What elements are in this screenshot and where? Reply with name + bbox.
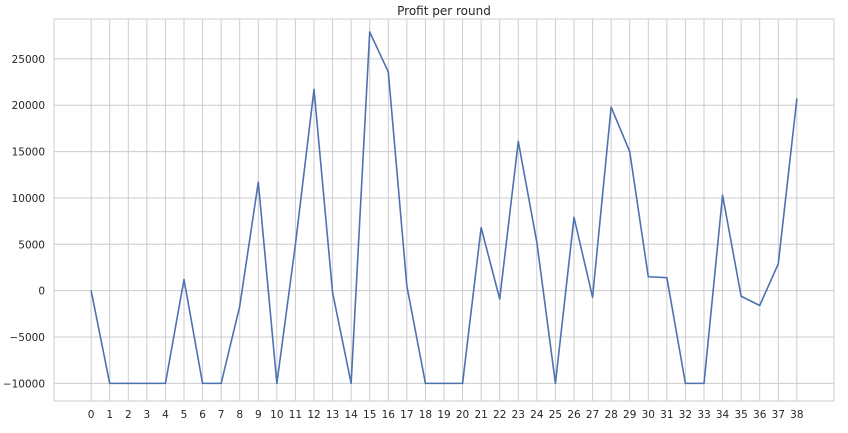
x-tick-label: 1 bbox=[106, 409, 113, 421]
data-point bbox=[109, 382, 111, 384]
x-tick-label: 38 bbox=[790, 409, 803, 421]
x-tick-label: 10 bbox=[270, 409, 283, 421]
x-tick-label: 16 bbox=[382, 409, 396, 421]
y-tick-label: 10000 bbox=[12, 193, 45, 205]
x-tick-label: 30 bbox=[642, 409, 655, 421]
data-point bbox=[740, 295, 742, 297]
data-point bbox=[406, 285, 408, 287]
data-point bbox=[257, 181, 259, 183]
y-tick-label: −10000 bbox=[3, 378, 45, 390]
data-point bbox=[461, 382, 464, 384]
x-tick-label: 37 bbox=[772, 409, 785, 421]
x-tick-label: 26 bbox=[567, 409, 581, 421]
data-point bbox=[276, 382, 278, 384]
data-point bbox=[517, 140, 519, 142]
y-tick-label: 25000 bbox=[12, 54, 45, 66]
x-tick-label: 21 bbox=[474, 409, 487, 421]
data-point bbox=[313, 88, 315, 91]
data-point bbox=[499, 298, 501, 300]
data-point bbox=[350, 382, 352, 384]
x-tick-label: 23 bbox=[512, 409, 525, 421]
x-tick-label: 7 bbox=[218, 409, 225, 421]
data-point bbox=[703, 382, 705, 384]
data-point bbox=[294, 243, 297, 245]
data-point bbox=[721, 194, 724, 196]
data-point bbox=[666, 277, 668, 279]
x-tick-label: 29 bbox=[623, 409, 636, 421]
x-tick-label: 31 bbox=[660, 409, 673, 421]
x-tick-label: 22 bbox=[493, 409, 506, 421]
x-tick-label: 9 bbox=[255, 409, 262, 421]
data-point bbox=[387, 71, 389, 73]
x-tick-label: 5 bbox=[181, 409, 188, 421]
data-point bbox=[183, 278, 185, 281]
data-point bbox=[239, 305, 241, 308]
x-tick-label: 20 bbox=[456, 409, 469, 421]
x-tick-label: 3 bbox=[144, 409, 151, 421]
x-tick-label: 11 bbox=[289, 409, 302, 421]
x-tick-label: 25 bbox=[549, 409, 562, 421]
data-point bbox=[146, 382, 148, 384]
x-tick-label: 14 bbox=[344, 409, 358, 421]
x-tick-label: 6 bbox=[199, 409, 206, 421]
x-tick-label: 17 bbox=[400, 409, 413, 421]
data-point bbox=[164, 382, 167, 384]
chart-title: Profit per round bbox=[397, 4, 491, 18]
x-tick-label: 2 bbox=[125, 409, 132, 421]
data-point bbox=[796, 98, 798, 100]
y-tick-label: 20000 bbox=[12, 100, 45, 112]
data-point bbox=[629, 150, 631, 153]
y-tick-label: 5000 bbox=[18, 239, 45, 251]
y-tick-label: 0 bbox=[38, 286, 45, 298]
y-tick-label: 15000 bbox=[12, 147, 45, 159]
x-tick-label: 24 bbox=[530, 409, 544, 421]
data-point bbox=[554, 382, 557, 384]
y-tick-label: −5000 bbox=[9, 332, 45, 344]
data-point bbox=[536, 241, 538, 244]
data-point bbox=[90, 290, 92, 292]
data-point bbox=[331, 291, 334, 294]
x-tick-label: 0 bbox=[88, 409, 95, 421]
data-point bbox=[684, 382, 687, 384]
data-point bbox=[610, 106, 612, 108]
x-tick-label: 33 bbox=[697, 409, 710, 421]
x-tick-label: 19 bbox=[437, 409, 450, 421]
data-point bbox=[480, 227, 482, 229]
data-point bbox=[591, 296, 594, 298]
x-tick-label: 34 bbox=[716, 409, 730, 421]
data-point bbox=[443, 382, 445, 384]
data-point bbox=[777, 263, 779, 265]
x-tick-label: 13 bbox=[326, 409, 339, 421]
x-tick-label: 8 bbox=[236, 409, 243, 421]
data-point bbox=[647, 276, 649, 278]
x-tick-label: 27 bbox=[586, 409, 599, 421]
x-tick-label: 28 bbox=[604, 409, 617, 421]
x-tick-label: 4 bbox=[162, 409, 169, 421]
x-tick-label: 32 bbox=[679, 409, 692, 421]
data-point bbox=[759, 304, 761, 307]
data-point bbox=[369, 31, 371, 33]
x-tick-label: 35 bbox=[734, 409, 747, 421]
data-point bbox=[573, 216, 575, 219]
x-tick-label: 15 bbox=[363, 409, 376, 421]
data-point bbox=[424, 382, 427, 384]
data-point bbox=[201, 382, 204, 384]
x-tick-label: 18 bbox=[419, 409, 432, 421]
x-tick-label: 12 bbox=[307, 409, 320, 421]
data-point bbox=[220, 382, 222, 384]
x-tick-label: 36 bbox=[753, 409, 767, 421]
data-point bbox=[127, 382, 129, 384]
